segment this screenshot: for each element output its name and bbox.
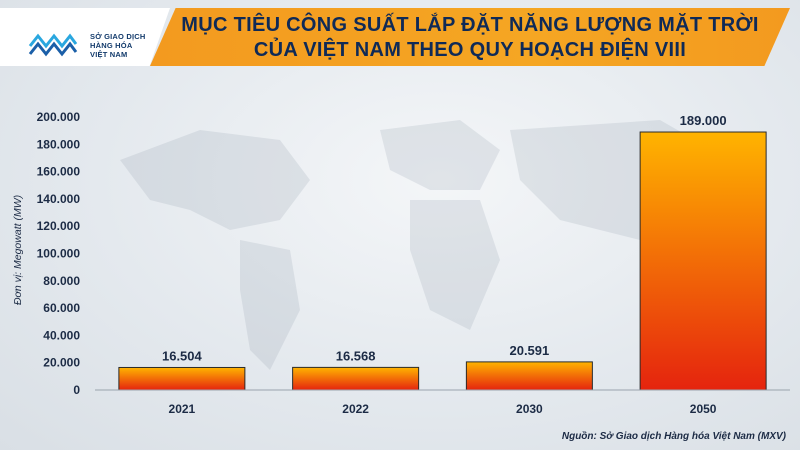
logo-line: HÀNG HÓA (90, 41, 133, 50)
chart-title: MỤC TIÊU CÔNG SUẤT LẮP ĐẶT NĂNG LƯỢNG MẶ… (170, 13, 770, 63)
y-axis-label: Đơn vị: Megowatt (MW) (12, 195, 24, 305)
data-label: 16.504 (162, 348, 203, 363)
mxv-logo-icon (28, 33, 78, 57)
y-tick-label: 200.000 (37, 110, 81, 124)
y-tick-label: 160.000 (37, 165, 81, 179)
source-note: Nguồn: Sở Giao dịch Hàng hóa Việt Nam (M… (561, 431, 786, 442)
data-labels: 16.504 16.568 20.591 189.000 (162, 113, 727, 363)
chart-title-line1: MỤC TIÊU CÔNG SUẤT LẮP ĐẶT NĂNG LƯỢNG MẶ… (181, 14, 759, 36)
y-tick-label: 80.000 (43, 274, 80, 288)
y-tick-label: 60.000 (43, 301, 80, 315)
bar-2050 (639, 131, 767, 391)
x-tick-label: 2022 (342, 402, 369, 416)
x-tick-label: 2021 (169, 402, 196, 416)
x-tick-label: 2050 (690, 402, 717, 416)
bar-2021 (118, 366, 246, 391)
y-tick-label: 180.000 (37, 137, 81, 151)
y-tick-label: 20.000 (43, 356, 80, 370)
y-tick-label: 40.000 (43, 328, 80, 342)
logo-text: SỞ GIAO DỊCH HÀNG HÓA VIỆT NAM (90, 32, 170, 59)
bar-2022 (292, 366, 420, 391)
bars (118, 131, 767, 391)
y-tick-label: 100.000 (37, 247, 81, 261)
logo-line: VIỆT NAM (90, 50, 128, 59)
chart-title-line2: CỦA VIỆT NAM THEO QUY HOẠCH ĐIỆN VIII (253, 39, 687, 61)
y-tick-label: 140.000 (37, 192, 81, 206)
data-label: 20.591 (509, 343, 549, 358)
y-axis: 0 20.000 40.000 60.000 80.000 100.000 120.000 1… (37, 110, 81, 397)
data-label: 189.000 (680, 113, 727, 128)
y-tick-label: 120.000 (37, 219, 81, 233)
header: SỞ GIAO DỊCH HÀNG HÓA VIỆT NAM MỤC TIÊU … (0, 0, 800, 68)
logo: SỞ GIAO DỊCH HÀNG HÓA VIỆT NAM (0, 8, 170, 66)
bar-2030 (465, 361, 593, 391)
x-tick-label: 2030 (516, 402, 543, 416)
title-band (150, 8, 790, 66)
logo-line: SỞ GIAO DỊCH (90, 32, 146, 41)
data-label: 16.568 (336, 348, 376, 363)
x-axis: 2021 2022 2030 2050 (95, 389, 790, 416)
y-tick-label: 0 (73, 383, 80, 397)
